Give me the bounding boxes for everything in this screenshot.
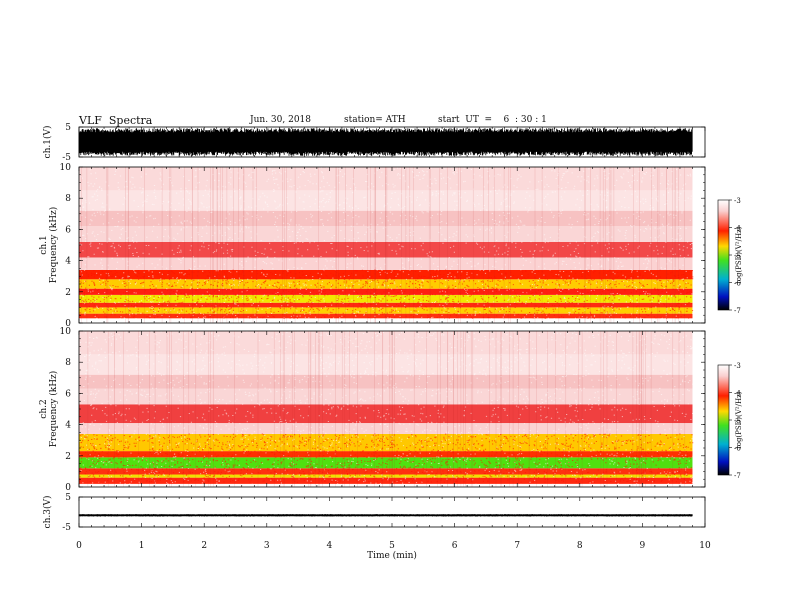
- spectrum-band: [79, 226, 693, 242]
- spectrum-streaks: [87, 331, 685, 487]
- colorbar-label: log(PSD)(V²/Hz): [735, 226, 743, 283]
- colorbar-tick-label: -5: [734, 417, 741, 425]
- y-tick-label: 10: [60, 163, 72, 173]
- date-label: Jun. 30, 2018: [250, 115, 312, 125]
- spectrum-band: [79, 307, 693, 314]
- ch2-spectrogram-panel: 0 2 4 6 8 10 ch.2 Frequency (kHz): [39, 327, 706, 493]
- x-tick-label: 10: [699, 541, 711, 551]
- spectrum-band: [79, 374, 693, 389]
- y-tick-label: 0: [65, 483, 71, 493]
- colorbar-tick-label: -6: [734, 280, 741, 288]
- y-tick-label: 4: [65, 257, 71, 267]
- spectrum-band: [79, 483, 693, 487]
- colorbar-tick-label: -4: [734, 225, 741, 233]
- ch1-spectrogram-panel: 0 2 4 6 8 10 ch.1 Frequency (kHz): [39, 163, 706, 329]
- spectrum-band: [79, 331, 693, 355]
- y-tick-label: 8: [65, 358, 71, 368]
- spectrum-band: [79, 468, 693, 475]
- spectrum-band: [79, 451, 693, 458]
- spectrum-band: [79, 457, 693, 469]
- colorbar-tick-label: -5: [734, 252, 741, 260]
- spectrum-band: [79, 269, 693, 280]
- spectrum-band: [79, 388, 693, 405]
- channel-label: ch.1: [39, 235, 49, 254]
- spectrum-band: [79, 302, 693, 308]
- spectrum-band: [79, 294, 693, 303]
- x-tick-label: 9: [640, 541, 646, 551]
- spectrum-band: [79, 318, 693, 323]
- spectrum-band: [79, 288, 693, 295]
- colorbar-gradient: [717, 199, 730, 311]
- y-axis-label: Frequency (kHz): [48, 371, 59, 448]
- y-axis-label: ch.1(V): [42, 126, 53, 159]
- spectrum-speckle: [79, 330, 694, 488]
- y-tick-label: 0: [65, 319, 71, 329]
- colorbar-tick-label: -4: [734, 390, 741, 398]
- station-label: station= ATH: [344, 115, 406, 125]
- y-tick-label: 6: [65, 225, 71, 235]
- x-tick-label: 5: [389, 541, 395, 551]
- spectrum-band: [79, 354, 693, 375]
- start-time-label: start UT = 6 : 30 : 1: [438, 115, 547, 125]
- waveform-trace: [78, 514, 693, 517]
- x-axis-label: Time (min): [367, 550, 417, 561]
- y-axis-label: ch.3(V): [42, 496, 53, 529]
- colorbar-tick-label: -7: [734, 472, 741, 480]
- colorbar-tick-label: -3: [734, 197, 741, 205]
- spectrum-band: [79, 210, 693, 227]
- x-tick-label: 4: [327, 541, 333, 551]
- figure-title: VLF Spectra: [79, 114, 153, 127]
- y-tick-label: 8: [65, 194, 71, 204]
- colorbar-tick-label: -3: [734, 362, 741, 370]
- x-tick-label: 0: [76, 541, 82, 551]
- y-tick-label: -5: [62, 153, 71, 163]
- colorbar-tick-label: -7: [734, 307, 741, 315]
- colorbar-gradient: [717, 364, 730, 476]
- x-tick-label: 3: [264, 541, 270, 551]
- spectrum-speckle-red: [79, 269, 694, 319]
- ch1-waveform-panel: 5 -5 ch.1(V): [42, 123, 706, 163]
- y-axis-label: Frequency (kHz): [48, 207, 59, 284]
- spectrum-band: [79, 241, 693, 258]
- x-tick-label: 1: [139, 541, 145, 551]
- y-tick-label: 6: [65, 389, 71, 399]
- spectrum-speckle: [79, 166, 694, 324]
- spectrum-band: [79, 167, 693, 191]
- x-tick-label: 2: [201, 541, 207, 551]
- x-tick-label: 7: [514, 541, 520, 551]
- spectrum-band: [79, 433, 693, 452]
- ch2-colorbar: -3 -4 -5 -6 -7 log(PSD)(V²/Hz): [717, 362, 743, 480]
- spectrum-speckle-red: [79, 433, 694, 483]
- y-tick-label: 2: [65, 452, 71, 462]
- colorbar-tick-label: -6: [734, 445, 741, 453]
- colorbar-label: log(PSD)(V²/Hz): [735, 391, 743, 448]
- waveform-trace: [78, 128, 693, 156]
- y-tick-label: 5: [65, 493, 71, 503]
- y-tick-label: 2: [65, 288, 71, 298]
- channel-label: ch.2: [39, 399, 49, 418]
- spectrum-band: [79, 190, 693, 211]
- x-tick-label: 6: [452, 541, 458, 551]
- spectrum-streaks: [81, 167, 685, 323]
- spectrum-band: [79, 477, 693, 484]
- panel-frame: [78, 496, 706, 528]
- spectrum-band: [79, 423, 693, 434]
- ch1-colorbar: -3 -4 -5 -6 -7 log(PSD)(V²/Hz): [717, 197, 743, 315]
- y-tick-label: 5: [65, 123, 71, 133]
- ch3-waveform-panel: 5 -5 ch.3(V) 0 1 2 3 4 5 6 7 8 9 10 Time (min): [42, 493, 711, 561]
- spectrum-band: [79, 279, 693, 289]
- x-tick-label: 8: [577, 541, 583, 551]
- y-tick-label: -5: [62, 523, 71, 533]
- y-tick-label: 10: [60, 327, 72, 337]
- y-tick-label: 4: [65, 421, 71, 431]
